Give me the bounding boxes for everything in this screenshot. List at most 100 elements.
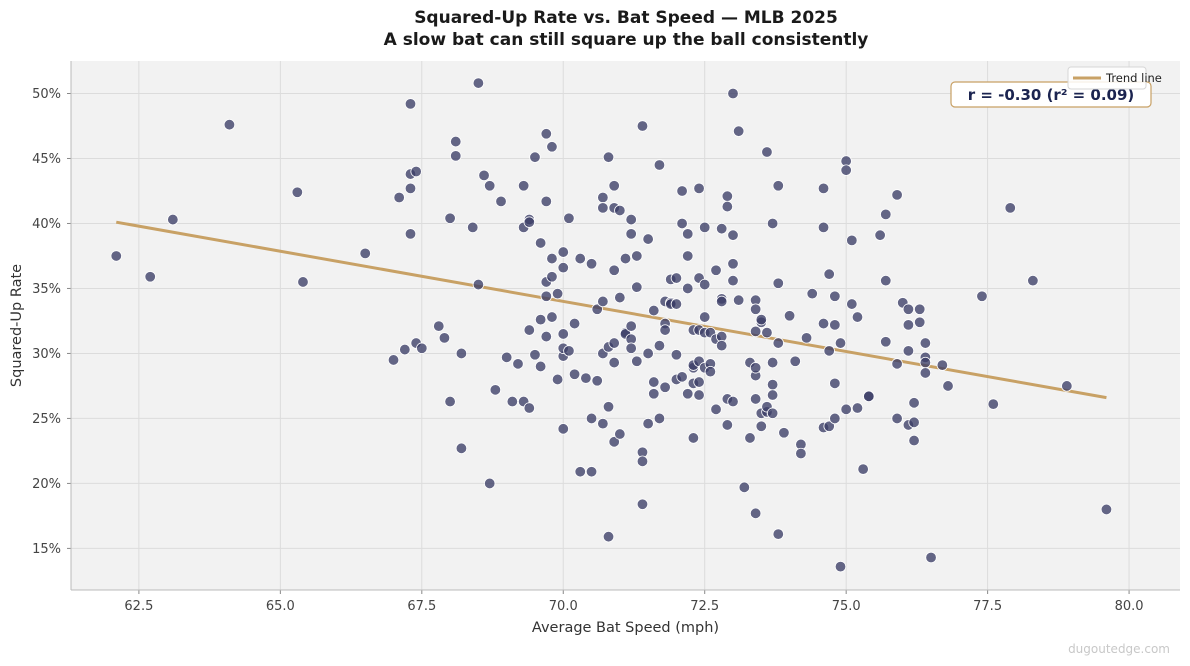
- data-point: [291, 186, 304, 198]
- data-point: [444, 212, 456, 224]
- legend: Trend line: [1067, 66, 1162, 90]
- data-point: [546, 311, 558, 323]
- data-point: [925, 551, 937, 564]
- x-tick-label: 67.5: [407, 599, 436, 614]
- data-point: [749, 393, 762, 405]
- data-point: [732, 294, 745, 306]
- data-point: [710, 403, 722, 416]
- data-point: [625, 228, 637, 240]
- data-point: [523, 402, 536, 414]
- y-axis-label: Squared-Up Rate: [9, 264, 25, 387]
- data-point: [676, 371, 688, 383]
- data-point: [167, 213, 179, 226]
- data-point: [404, 98, 417, 110]
- data-point: [557, 423, 569, 435]
- data-point: [580, 372, 592, 384]
- data-point: [676, 185, 688, 197]
- data-point: [546, 271, 558, 283]
- data-point: [1004, 202, 1016, 214]
- data-point: [817, 182, 830, 195]
- data-point: [359, 247, 371, 260]
- data-point: [727, 395, 739, 408]
- data-point: [749, 325, 762, 338]
- y-tick-label: 40%: [32, 217, 61, 232]
- data-point: [902, 303, 915, 315]
- data-point: [834, 560, 847, 573]
- data-point: [608, 337, 620, 349]
- data-point: [653, 412, 666, 425]
- data-point: [585, 412, 598, 425]
- data-point: [936, 359, 949, 371]
- data-point: [523, 324, 536, 336]
- data-point: [789, 355, 801, 367]
- data-point: [495, 195, 507, 208]
- data-point: [761, 326, 773, 339]
- data-point: [727, 229, 739, 241]
- data-point: [602, 151, 615, 163]
- data-point: [546, 252, 558, 265]
- data-point: [608, 264, 620, 276]
- data-point: [823, 345, 835, 357]
- data-point: [693, 389, 705, 401]
- data-point: [551, 373, 564, 386]
- data-point: [557, 246, 569, 258]
- data-point: [416, 342, 428, 354]
- data-point: [761, 146, 773, 158]
- data-point: [806, 287, 818, 300]
- data-point: [721, 200, 734, 213]
- data-point: [766, 217, 779, 230]
- data-point: [823, 420, 835, 432]
- data-point: [534, 313, 547, 326]
- data-point: [467, 221, 479, 234]
- data-point: [846, 234, 858, 247]
- data-point: [693, 376, 705, 388]
- data-point: [766, 356, 779, 369]
- data-point: [908, 416, 920, 429]
- watermark: dugoutedge.com: [1068, 642, 1170, 656]
- data-point: [602, 531, 615, 543]
- data-point: [472, 77, 485, 89]
- data-point: [642, 347, 654, 360]
- data-point: [608, 436, 620, 448]
- data-point: [919, 337, 932, 349]
- y-tick-label: 20%: [32, 477, 61, 492]
- axes: [67, 61, 1180, 594]
- chart-subtitle: A slow bat can still square up the ball …: [383, 30, 869, 50]
- data-point: [534, 237, 547, 249]
- x-tick-label: 80.0: [1115, 599, 1144, 614]
- data-point: [625, 320, 637, 332]
- data-point: [387, 354, 400, 366]
- data-point: [455, 442, 468, 455]
- data-point: [823, 268, 835, 280]
- data-point: [591, 303, 603, 315]
- data-point: [772, 528, 784, 540]
- data-point: [817, 317, 830, 330]
- data-point: [766, 389, 779, 401]
- data-point: [636, 455, 649, 468]
- data-point: [489, 384, 502, 396]
- data-point: [687, 432, 700, 444]
- data-point: [399, 343, 411, 356]
- data-point: [144, 271, 156, 283]
- data-point: [472, 278, 485, 291]
- data-point: [506, 395, 519, 408]
- data-point: [749, 362, 762, 374]
- data-point: [597, 191, 609, 204]
- data-point: [829, 319, 841, 331]
- data-point: [563, 345, 575, 357]
- data-point: [891, 189, 903, 201]
- data-point: [766, 378, 779, 391]
- data-point: [851, 402, 864, 414]
- data-point: [914, 303, 926, 315]
- data-point: [608, 180, 620, 192]
- data-point: [540, 290, 552, 302]
- data-point: [891, 358, 903, 370]
- data-point: [682, 388, 694, 400]
- data-point: [942, 380, 954, 392]
- data-point: [732, 125, 745, 137]
- data-point: [891, 412, 903, 425]
- data-point: [223, 118, 236, 131]
- legend-label: Trend line: [1105, 71, 1162, 85]
- data-point: [783, 310, 796, 322]
- data-point: [914, 316, 926, 328]
